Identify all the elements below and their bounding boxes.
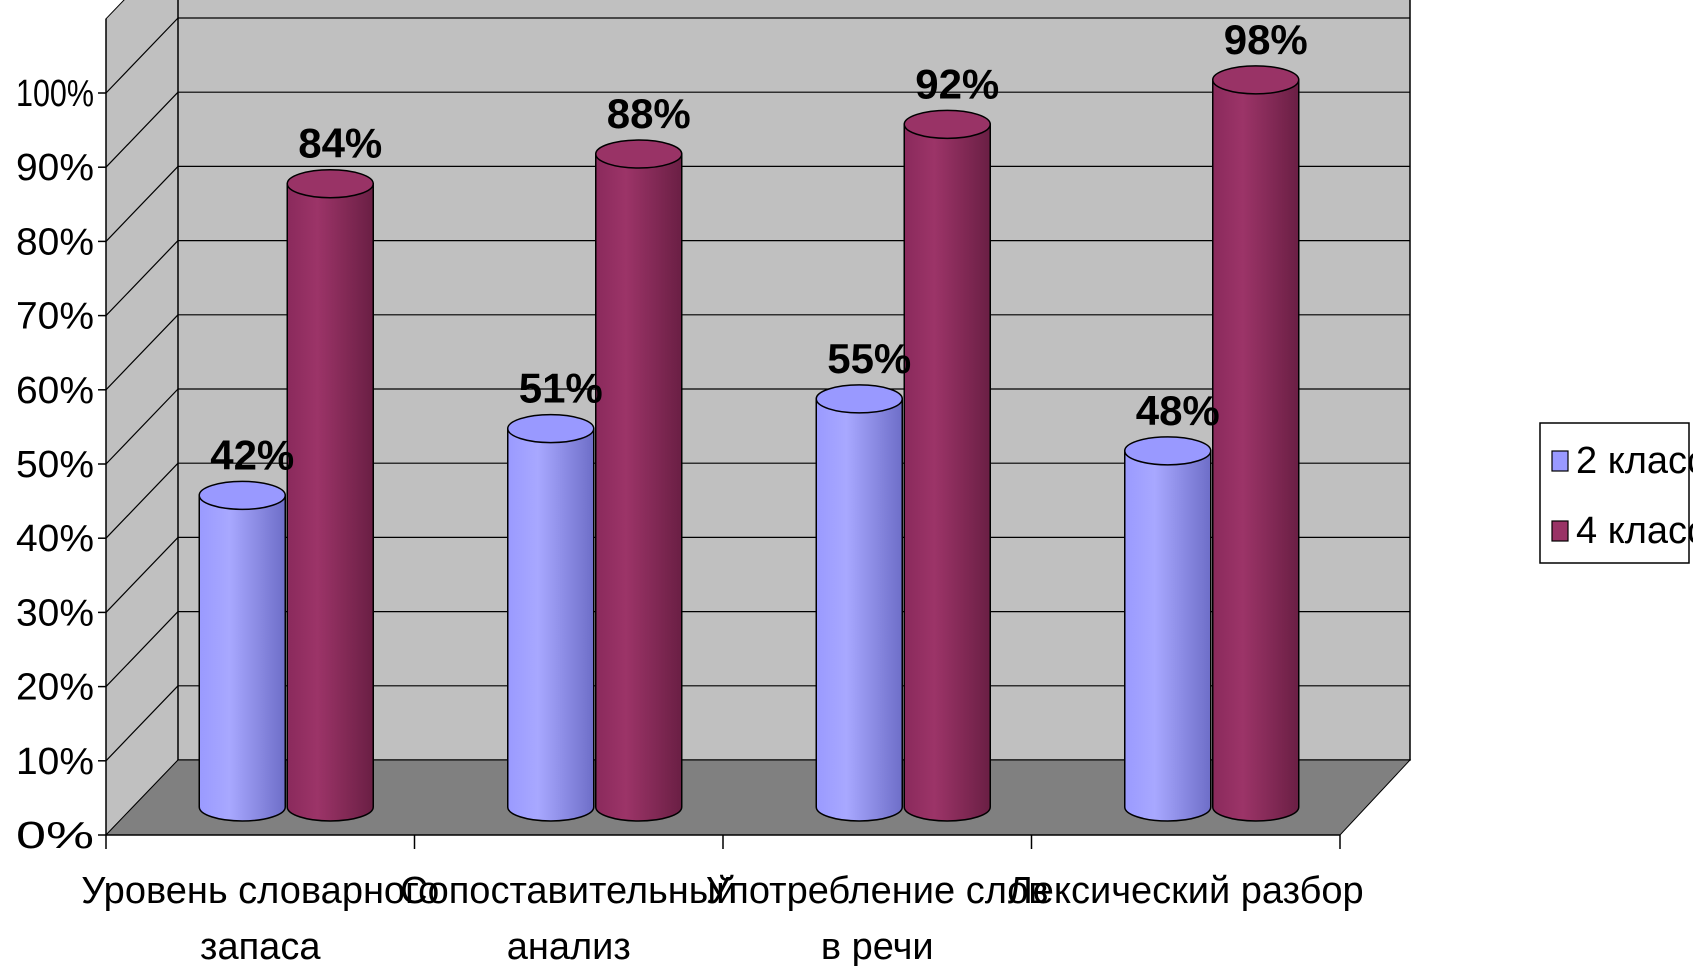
bar-s2-2: [815, 384, 903, 822]
data-label: 92%: [915, 60, 999, 107]
bar-s2-3: [1124, 436, 1212, 822]
bar-body: [198, 494, 286, 822]
x-category-label: в речи: [821, 926, 934, 966]
x-category-label: Употребление слов: [706, 870, 1049, 912]
axes: 0% 10% 20% 30% 40% 50% 60% 70% 80% 90% 100% Уровень…: [16, 18, 1364, 966]
data-label: 84%: [298, 120, 382, 167]
bar-top: [507, 413, 595, 444]
x-category-label: Лексический разбор: [1008, 870, 1364, 912]
bar-top: [903, 109, 991, 140]
y-tick-label: 10%: [16, 741, 94, 783]
gridline-side: [105, 165, 179, 242]
gridline-side: [105, 388, 179, 465]
bar-body: [903, 123, 991, 822]
y-tick-label: 20%: [16, 667, 94, 709]
bar-body: [815, 398, 903, 822]
bar-body: [595, 153, 683, 822]
x-category-label: Сопоставительный: [400, 870, 737, 912]
legend: 2 класс 4 класс: [1539, 422, 1693, 564]
data-label: 55%: [827, 335, 911, 382]
bar-top: [1124, 436, 1212, 466]
x-category-label: запаса: [200, 926, 321, 966]
bar-s4-3: [1212, 65, 1300, 822]
legend-label: 2 класс: [1576, 440, 1693, 482]
bars: [198, 65, 1300, 822]
bar-top: [198, 480, 286, 511]
bar-top: [286, 168, 374, 199]
bar-s4-2: [903, 109, 991, 822]
bar-s4-0: [286, 168, 374, 822]
y-tick-label: 30%: [16, 592, 94, 634]
gridline-side: [105, 314, 179, 391]
data-labels: 42% 51% 55% 48% 84% 88% 92% 98%: [210, 16, 1308, 479]
y-tick-label: 70%: [16, 296, 94, 338]
legend-swatch: [1551, 450, 1569, 472]
gridline-side: [105, 685, 179, 762]
bar-top: [595, 139, 683, 169]
bar-s2-1: [507, 413, 595, 822]
bar-top: [1212, 65, 1300, 95]
gridline-side: [105, 17, 179, 94]
y-tick-label: 60%: [16, 370, 94, 412]
bar-s4-1: [595, 139, 683, 822]
side-wall: [105, 0, 179, 837]
y-tick-label: 80%: [16, 221, 94, 263]
gridline-side: [105, 91, 179, 168]
bar-body: [286, 182, 374, 822]
x-category-label: анализ: [507, 926, 631, 966]
bar-top: [815, 384, 903, 414]
bar-body: [1212, 79, 1300, 822]
data-label: 42%: [210, 431, 294, 478]
y-tick-label: 100%: [16, 73, 94, 115]
y-tick-label: 50%: [16, 444, 94, 486]
data-label: 98%: [1224, 16, 1308, 63]
data-label: 88%: [607, 90, 691, 137]
y-tick-label: 40%: [16, 518, 94, 560]
bar-body: [507, 427, 595, 822]
data-label: 51%: [519, 365, 603, 412]
gridline-side: [105, 240, 179, 317]
y-tick-label: 0%: [16, 815, 94, 857]
bar-body: [1124, 450, 1212, 822]
data-label: 48%: [1136, 387, 1220, 434]
y-tick-label: 90%: [16, 147, 94, 189]
gridline-side: [105, 462, 179, 539]
bar-s2-0: [198, 480, 286, 822]
gridline-side: [105, 536, 179, 613]
legend-label: 4 класс: [1576, 510, 1693, 552]
gridline-side: [105, 611, 179, 688]
legend-swatch: [1551, 520, 1569, 542]
x-category-label: Уровень словарного: [81, 870, 439, 912]
